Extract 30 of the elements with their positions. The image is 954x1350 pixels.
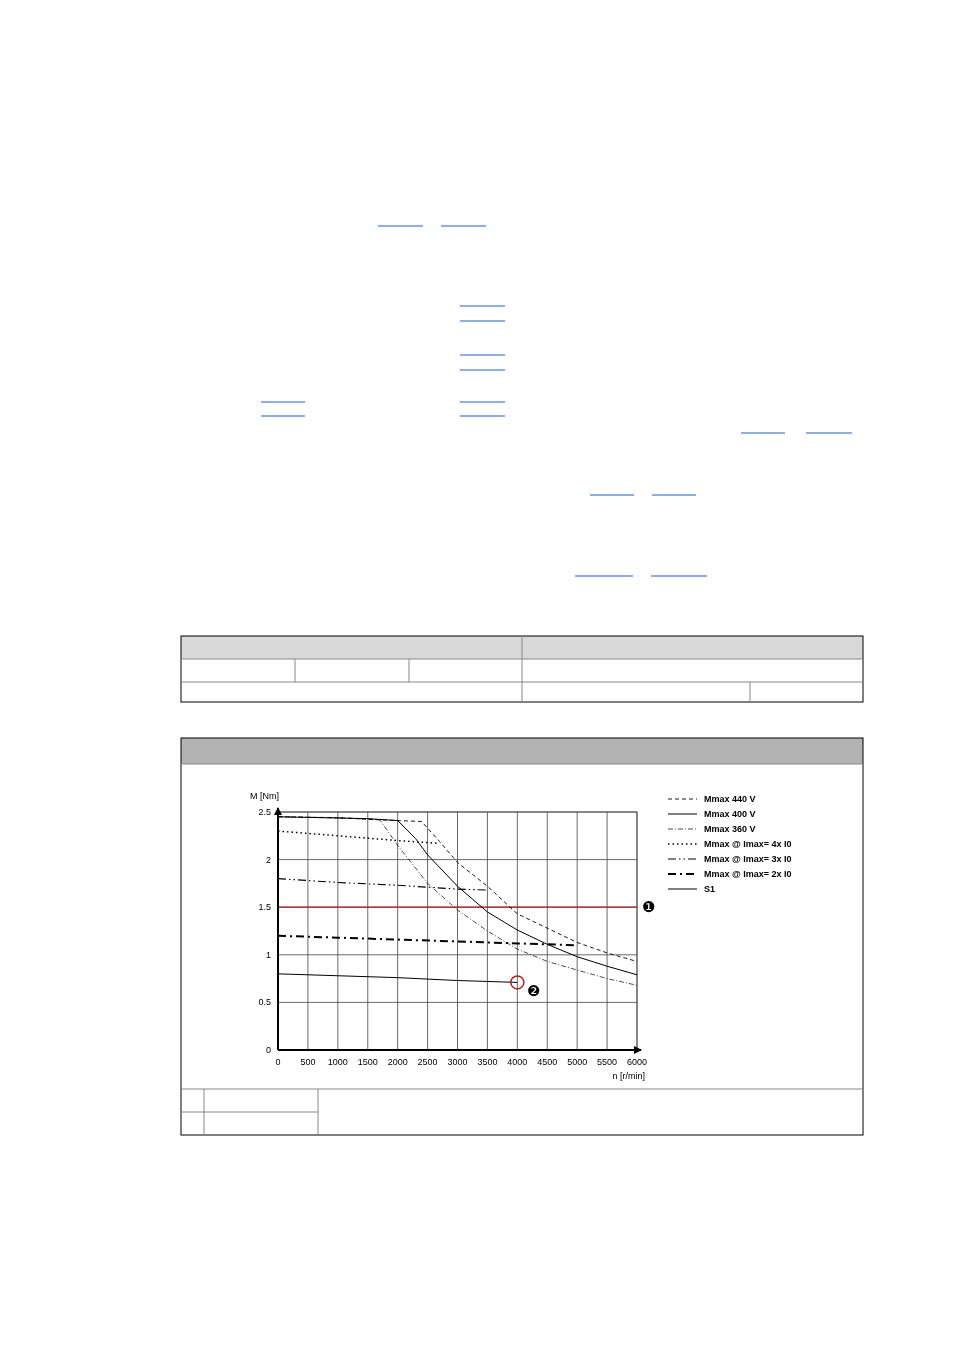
legend-label: Mmax @ Imax= 2x I0 [704,869,792,879]
legend-label: Mmax @ Imax= 3x I0 [704,854,792,864]
y-tick-label: 0 [265,1045,271,1055]
x-tick-label: 2000 [387,1057,408,1067]
x-axis-title: n [r/min] [612,1071,645,1081]
x-tick-label: 3500 [477,1057,498,1067]
legend-label: S1 [704,884,716,894]
x-tick-label: 3000 [447,1057,468,1067]
x-tick-label: 4500 [537,1057,558,1067]
legend-label: Mmax 360 V [704,824,756,834]
legend-label: Mmax 400 V [704,809,756,819]
x-tick-label: 0 [275,1057,281,1067]
y-tick-label: 0.5 [258,997,271,1008]
legend-label: Mmax 440 V [704,794,756,804]
legend-label: Mmax @ Imax= 4x I0 [704,839,792,849]
y-axis-title: M [Nm] [250,791,279,801]
annotation: ❷ [526,982,540,1000]
x-tick-label: 5000 [567,1057,588,1067]
ref-line-label: ❶ [641,898,655,916]
x-tick-label: 6000 [626,1057,648,1067]
x-tick-label: 5500 [597,1057,618,1067]
y-tick-label: 1.5 [258,902,271,913]
x-tick-label: 500 [300,1057,316,1067]
x-tick-label: 1500 [357,1057,378,1067]
x-tick-label: 1000 [327,1057,348,1067]
x-tick-label: 2500 [417,1057,438,1067]
y-tick-label: 2.5 [258,807,271,817]
y-tick-label: 1 [265,949,271,960]
y-tick-label: 2 [265,854,271,865]
x-tick-label: 4000 [507,1057,528,1067]
